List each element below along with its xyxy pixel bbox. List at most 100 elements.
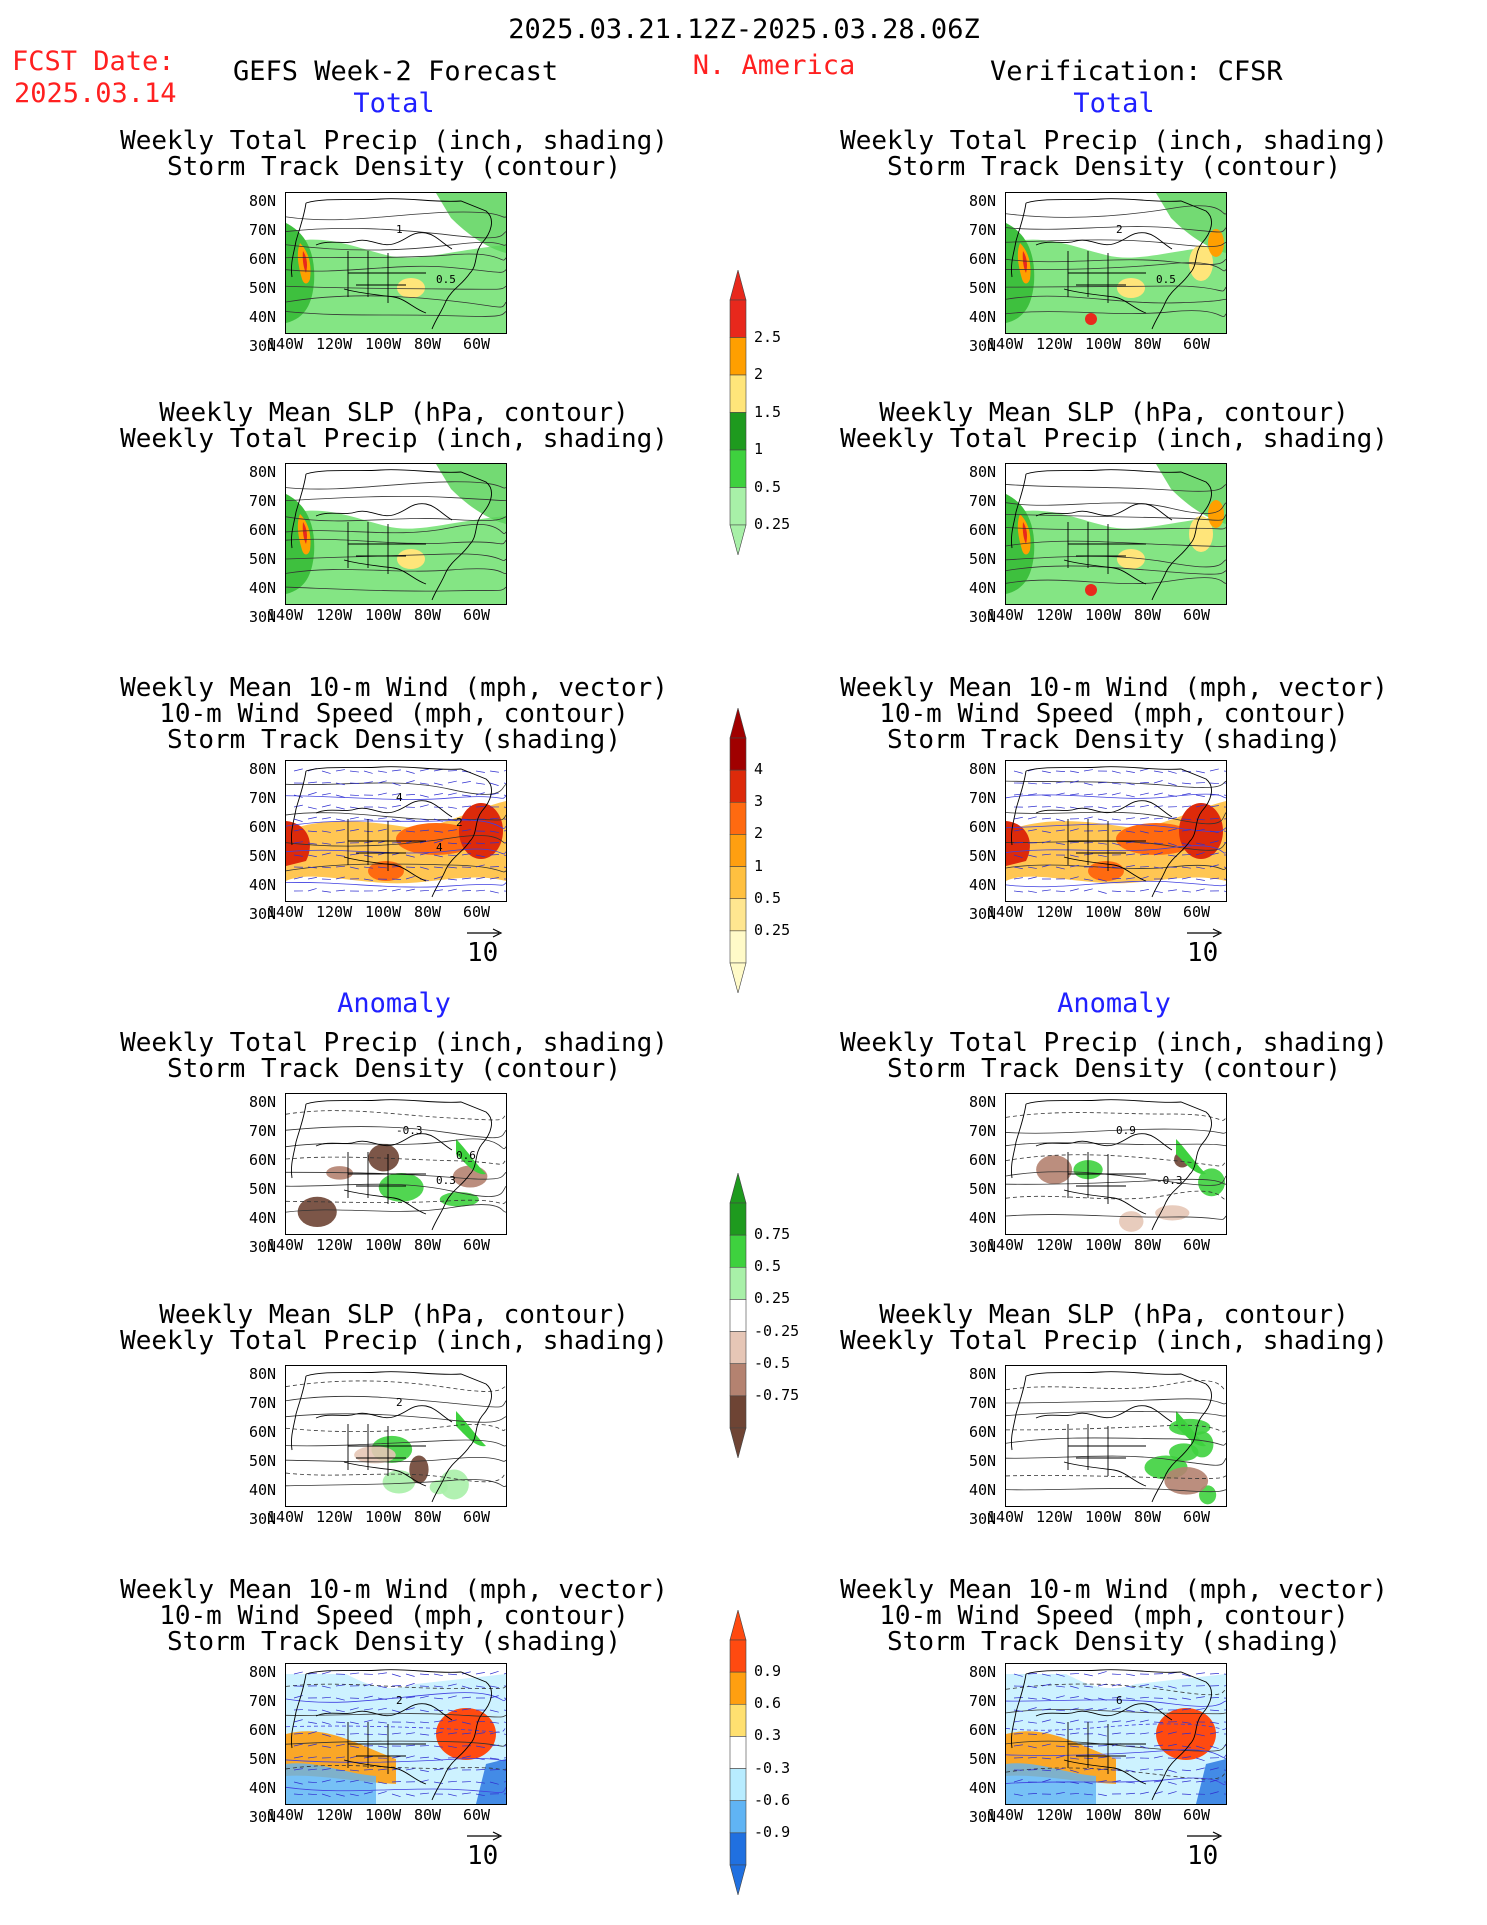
left-slp_anom-map: 2 <box>285 1365 507 1507</box>
lon-tick-label: 100W <box>1085 606 1122 624</box>
contour-label: 1 <box>396 223 403 236</box>
lat-tick-label: 80N <box>249 1663 277 1681</box>
lon-tick-label: 80W <box>414 1806 442 1824</box>
shading-layer <box>1036 1139 1225 1232</box>
lon-tick-label: 120W <box>1036 1806 1073 1824</box>
left-slp_anom-title-line: Weekly Total Precip (inch, shading) <box>120 1326 668 1356</box>
lat-tick-label: 60N <box>969 1423 997 1441</box>
shading-layer <box>1144 1411 1217 1505</box>
lon-tick-label: 60W <box>463 903 491 921</box>
lon-tick-label: 120W <box>1036 1236 1073 1254</box>
lat-tick-label: 80N <box>249 1093 277 1111</box>
lon-tick-label: 80W <box>414 1236 442 1254</box>
colorbar-swatch <box>729 866 747 900</box>
lon-tick-label: 80W <box>1134 1508 1162 1526</box>
lon-tick-label: 100W <box>365 1236 402 1254</box>
lat-tick-label: 50N <box>969 279 997 297</box>
lat-tick-label: 80N <box>969 1663 997 1681</box>
contour-layer <box>286 481 506 592</box>
colorbar-swatch <box>729 412 747 451</box>
lon-tick-label: 80W <box>1134 903 1162 921</box>
contour-layer <box>286 782 506 888</box>
colorbar-label: 3 <box>754 792 764 811</box>
lat-tick-label: 70N <box>249 789 277 807</box>
colorbar-swatch <box>729 801 747 835</box>
lat-tick-label: 50N <box>969 847 997 865</box>
right-wind_storm-title-line: Storm Track Density (shading) <box>887 725 1341 755</box>
coastline-layer <box>291 198 492 330</box>
right-wind_anom-title-line: Storm Track Density (shading) <box>887 1627 1341 1657</box>
lat-tick-label: 80N <box>249 463 277 481</box>
lat-tick-label: 30N <box>249 1808 277 1826</box>
lon-tick-label: 140W <box>267 606 304 624</box>
total-label-left: Total <box>353 88 435 119</box>
lat-tick-label: 80N <box>249 192 277 210</box>
coastline-layer <box>291 469 492 601</box>
contour-label: 4 <box>396 791 403 804</box>
colorbar-swatch <box>729 1202 747 1236</box>
lon-tick-label: 140W <box>267 335 304 353</box>
left-slp_anom-title-line: Weekly Mean SLP (hPa, contour) <box>159 1300 629 1330</box>
wind-vectors <box>293 1671 506 1797</box>
coastline-layer <box>1011 1371 1212 1503</box>
lon-tick-label: 60W <box>1183 335 1211 353</box>
shading-layer <box>354 1411 486 1500</box>
coastline-layer <box>1011 469 1212 601</box>
lon-tick-label: 120W <box>1036 335 1073 353</box>
lon-tick-label: 60W <box>1183 1806 1211 1824</box>
lat-tick-label: 40N <box>249 308 277 326</box>
contour-label: 0.6 <box>456 1149 476 1162</box>
lon-tick-label: 80W <box>414 335 442 353</box>
vector-key-arrow-icon <box>1187 928 1223 938</box>
vector-key-label: 10 <box>467 938 499 968</box>
lon-tick-label: 80W <box>414 1508 442 1526</box>
colorbar-label: 0.5 <box>754 1257 782 1276</box>
left-precip_anom-title-line: Weekly Total Precip (inch, shading) <box>120 1028 668 1058</box>
right-slp_precip-title-line: Weekly Mean SLP (hPa, contour) <box>879 398 1349 428</box>
date-range-title: 2025.03.21.12Z-2025.03.28.06Z <box>508 14 980 45</box>
lon-tick-label: 80W <box>1134 335 1162 353</box>
vector-key-label: 10 <box>1187 1841 1219 1871</box>
lon-tick-label: 140W <box>267 1508 304 1526</box>
right-slp_precip-title-line: Weekly Total Precip (inch, shading) <box>840 424 1388 454</box>
colorbar-swatch <box>729 769 747 803</box>
lat-tick-label: 80N <box>249 1365 277 1383</box>
lat-tick-label: 70N <box>969 1122 997 1140</box>
colorbar-swatch <box>729 737 747 771</box>
lat-tick-label: 30N <box>969 905 997 923</box>
right-precip_storm-title-line: Storm Track Density (contour) <box>887 152 1341 182</box>
left-slp_precip-title-line: Weekly Mean SLP (hPa, contour) <box>159 398 629 428</box>
lat-tick-label: 70N <box>249 1122 277 1140</box>
lon-tick-label: 100W <box>1085 903 1122 921</box>
lat-tick-label: 70N <box>249 1394 277 1412</box>
left-wind_storm-map: 442 <box>285 760 507 902</box>
lat-tick-label: 70N <box>969 492 997 510</box>
colorbar-swatch <box>729 449 747 488</box>
lat-tick-label: 70N <box>969 1692 997 1710</box>
contour-layer <box>286 1683 506 1794</box>
precip_anom-colorbar <box>729 1173 747 1458</box>
lat-tick-label: 60N <box>249 1423 277 1441</box>
colorbar-label: -0.3 <box>754 1758 791 1777</box>
lon-tick-label: 100W <box>365 1806 402 1824</box>
colorbar-label: -0.5 <box>754 1353 791 1372</box>
contour-layer <box>1006 780 1226 888</box>
contour-label: 2 <box>396 1694 403 1707</box>
lon-tick-label: 100W <box>365 1508 402 1526</box>
lon-tick-label: 120W <box>316 1806 353 1824</box>
colorbar-swatch <box>729 1736 747 1769</box>
lon-tick-label: 60W <box>1183 1236 1211 1254</box>
contour-label: -0.3 <box>1156 1174 1183 1187</box>
right-wind_storm-title-line: Weekly Mean 10-m Wind (mph, vector) <box>840 673 1388 703</box>
storm_anom-colorbar <box>729 1610 747 1895</box>
lon-tick-label: 120W <box>1036 903 1073 921</box>
lat-tick-label: 60N <box>969 818 997 836</box>
coastline-layer <box>1011 1099 1212 1231</box>
lat-tick-label: 50N <box>969 1452 997 1470</box>
shading-layer <box>297 1139 488 1228</box>
contour-label: 0.3 <box>436 1174 456 1187</box>
lat-tick-label: 50N <box>249 550 277 568</box>
lat-tick-label: 30N <box>249 1238 277 1256</box>
lon-tick-label: 100W <box>365 903 402 921</box>
lat-tick-label: 40N <box>969 1779 997 1797</box>
